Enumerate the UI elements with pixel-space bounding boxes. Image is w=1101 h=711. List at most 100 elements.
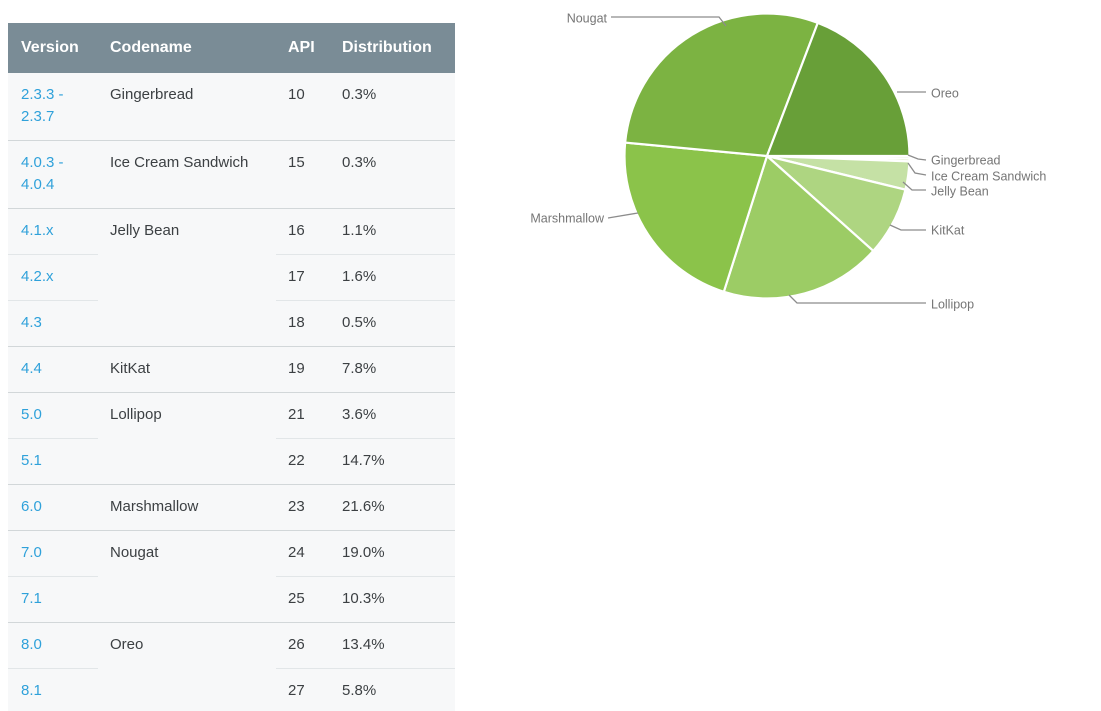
distribution-cell: 14.7% (330, 438, 455, 485)
table-row: 7.0 Nougat 24 19.0% (8, 530, 455, 623)
api-level-cell: 26 (276, 622, 330, 669)
version-cell: 2.3.3 - 2.3.7 (8, 73, 98, 141)
pie-leader-line-jelly-bean (902, 181, 926, 191)
column-header-codename: Codename (98, 23, 276, 73)
distribution-cell: 19.0% (330, 530, 455, 577)
table-row: 8.1 27 5.8% (8, 668, 455, 711)
version-cell: 8.0 (8, 622, 98, 669)
table-row: 2.3.3 - 2.3.7 Gingerbread 10 0.3% (8, 73, 455, 141)
pie-leader-line-kitkat (889, 224, 926, 231)
distribution-cell: 5.8% (330, 668, 455, 711)
version-cell: 4.0.3 - 4.0.4 (8, 140, 98, 209)
pie-leader-line-ice-cream-sandwich (907, 162, 927, 176)
codename-cell: Nougat (98, 530, 276, 623)
pie-leader-line-lollipop (788, 294, 926, 304)
version-cell: 4.1.x (8, 208, 98, 255)
codename-cell: Gingerbread (98, 73, 276, 141)
distribution-cell: 1.1% (330, 208, 455, 255)
api-level-cell: 19 (276, 346, 330, 393)
version-cell: 5.1 (8, 438, 98, 485)
pie-slice-nougat[interactable] (624, 12, 819, 158)
distribution-cell: 21.6% (330, 484, 455, 531)
table-header-row: Version Codename API Distribution (8, 23, 455, 73)
pie-slice-lollipop[interactable] (722, 154, 875, 300)
pie-label-gingerbread: Gingerbread (931, 153, 1001, 167)
table-row: 4.1.x Jelly Bean 16 1.1% (8, 208, 455, 347)
distribution-cell: 10.3% (330, 576, 455, 623)
pie-label-lollipop: Lollipop (931, 297, 974, 311)
api-level-cell: 25 (276, 576, 330, 623)
distribution-cell: 0.5% (330, 300, 455, 347)
codename-cell: Oreo (98, 622, 276, 711)
pie-slice-marshmallow[interactable] (623, 141, 769, 293)
codename-cell: KitKat (98, 346, 276, 393)
table-row: 7.1 25 10.3% (8, 576, 455, 623)
pie-slice-oreo[interactable] (765, 21, 911, 158)
pie-label-jelly-bean: Jelly Bean (931, 184, 989, 198)
distribution-cell: 0.3% (330, 140, 455, 209)
version-link[interactable]: 7.0 (21, 544, 42, 561)
version-cell: 4.3 (8, 300, 98, 347)
distribution-cell: 7.8% (330, 346, 455, 393)
table-row: 6.0 Marshmallow 23 21.6% (8, 484, 455, 531)
version-cell: 8.1 (8, 668, 98, 711)
version-link[interactable]: 8.1 (21, 682, 42, 699)
version-link[interactable]: 4.3 (21, 314, 42, 331)
table-row: 4.0.3 - 4.0.4 Ice Cream Sandwich 15 0.3% (8, 140, 455, 209)
api-level-cell: 27 (276, 668, 330, 711)
version-cell: 6.0 (8, 484, 98, 531)
pie-label-marshmallow: Marshmallow (530, 211, 605, 225)
version-link[interactable]: 6.0 (21, 498, 42, 515)
android-version-table: Version Codename API Distribution 2.3.3 - 2… (8, 23, 455, 711)
version-link[interactable]: 4.0.3 - 4.0.4 (21, 154, 64, 193)
distribution-cell: 13.4% (330, 622, 455, 669)
pie-leader-line-nougat (611, 16, 727, 27)
table-body: 2.3.3 - 2.3.7 Gingerbread 10 0.3% 4.0.3 - 4.… (8, 73, 455, 711)
version-link[interactable]: 7.1 (21, 590, 42, 607)
pie-label-oreo: Oreo (931, 86, 959, 100)
pie-leader-line-marshmallow (607, 212, 639, 219)
version-link[interactable]: 8.0 (21, 636, 42, 653)
distribution-cell: 1.6% (330, 254, 455, 301)
version-link[interactable]: 4.4 (21, 360, 42, 377)
column-header-version: Version (8, 23, 98, 73)
version-cell: 4.4 (8, 346, 98, 393)
codename-cell: Marshmallow (98, 484, 276, 531)
table-row: 4.3 18 0.5% (8, 300, 455, 347)
codename-cell: Lollipop (98, 392, 276, 485)
api-level-cell: 18 (276, 300, 330, 347)
pie-leader-line-gingerbread (907, 154, 927, 161)
distribution-cell: 0.3% (330, 73, 455, 141)
api-level-cell: 16 (276, 208, 330, 255)
api-level-cell: 22 (276, 438, 330, 485)
version-link[interactable]: 5.0 (21, 406, 42, 423)
version-link[interactable]: 2.3.3 - 2.3.7 (21, 86, 64, 125)
table-row: 4.4 KitKat 19 7.8% (8, 346, 455, 393)
api-level-cell: 21 (276, 392, 330, 439)
api-level-cell: 15 (276, 140, 330, 209)
column-header-distribution: Distribution (330, 23, 455, 73)
pie-label-nougat: Nougat (567, 11, 608, 25)
column-header-api: API (276, 23, 330, 73)
table-row: 8.0 Oreo 26 13.4% (8, 622, 455, 711)
table-row: 5.1 22 14.7% (8, 438, 455, 485)
version-cell: 7.0 (8, 530, 98, 577)
pie-label-kitkat: KitKat (931, 223, 965, 237)
api-level-cell: 10 (276, 73, 330, 141)
api-level-cell: 23 (276, 484, 330, 531)
table-row: 4.2.x 17 1.6% (8, 254, 455, 301)
version-link[interactable]: 4.1.x (21, 222, 54, 239)
table-row: 5.0 Lollipop 21 3.6% (8, 392, 455, 485)
api-level-cell: 17 (276, 254, 330, 301)
distribution-cell: 3.6% (330, 392, 455, 439)
pie-label-ice-cream-sandwich: Ice Cream Sandwich (931, 169, 1046, 183)
version-link[interactable]: 5.1 (21, 452, 42, 469)
api-level-cell: 24 (276, 530, 330, 577)
version-cell: 5.0 (8, 392, 98, 439)
version-cell: 7.1 (8, 576, 98, 623)
codename-cell: Ice Cream Sandwich (98, 140, 276, 209)
version-link[interactable]: 4.2.x (21, 268, 54, 285)
version-cell: 4.2.x (8, 254, 98, 301)
